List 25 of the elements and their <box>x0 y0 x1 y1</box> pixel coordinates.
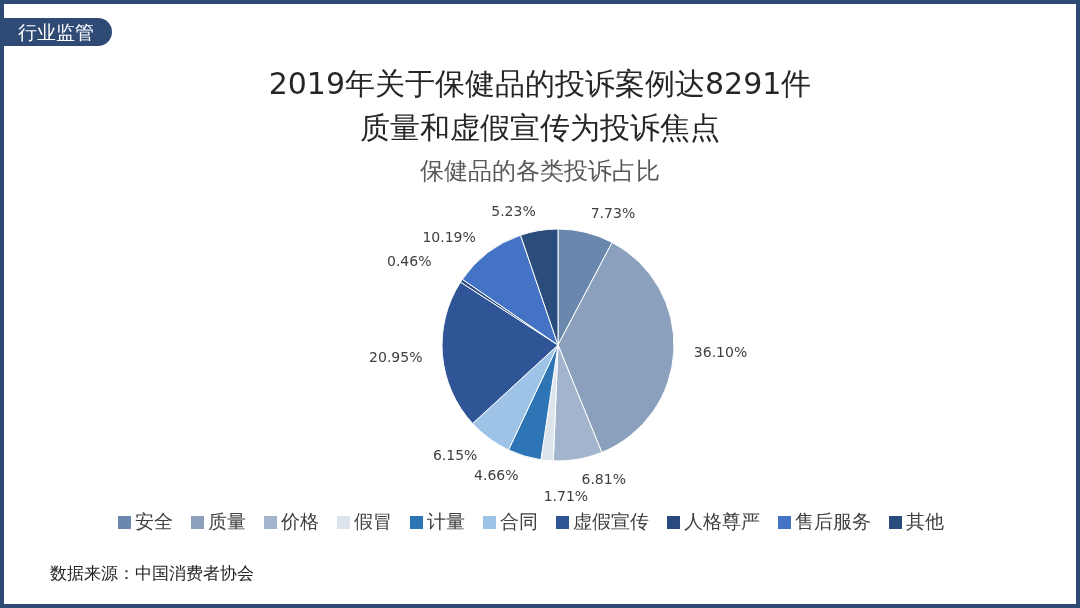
legend-label: 售后服务 <box>795 510 871 532</box>
legend-label: 假冒 <box>354 510 392 532</box>
chart-title: 2019年关于保健品的投诉案例达8291件 <box>267 65 813 103</box>
data-label: 36.10% <box>693 343 748 360</box>
legend-label: 其他 <box>906 510 944 532</box>
data-label: 20.95% <box>369 348 423 365</box>
data-label: 7.73% <box>590 204 636 221</box>
legend-label: 合同 <box>500 510 538 532</box>
legend-label: 人格尊严 <box>684 510 760 532</box>
data-label: 1.71% <box>543 488 589 505</box>
legend-label: 安全 <box>135 510 173 532</box>
data-label: 10.19% <box>422 228 476 245</box>
chart-subtitle: 质量和虚假宣传为投诉焦点 <box>359 109 721 147</box>
text: 保健品的各类投诉占比 <box>419 156 661 187</box>
text: 行业监管 <box>4 18 112 46</box>
data-label: 6.81% <box>581 470 626 487</box>
legend-label: 价格 <box>281 510 319 532</box>
data-label: 5.23% <box>491 202 536 219</box>
data-label: 6.15% <box>432 446 478 463</box>
legend-label: 质量 <box>208 510 246 532</box>
legend-label: 计量 <box>427 510 465 532</box>
source-note: 数据来源：中国消费者协会 <box>50 562 254 585</box>
data-label: 4.66% <box>474 467 519 484</box>
data-label: 0.46% <box>386 252 432 269</box>
legend-label: 虚假宣传 <box>573 510 649 532</box>
